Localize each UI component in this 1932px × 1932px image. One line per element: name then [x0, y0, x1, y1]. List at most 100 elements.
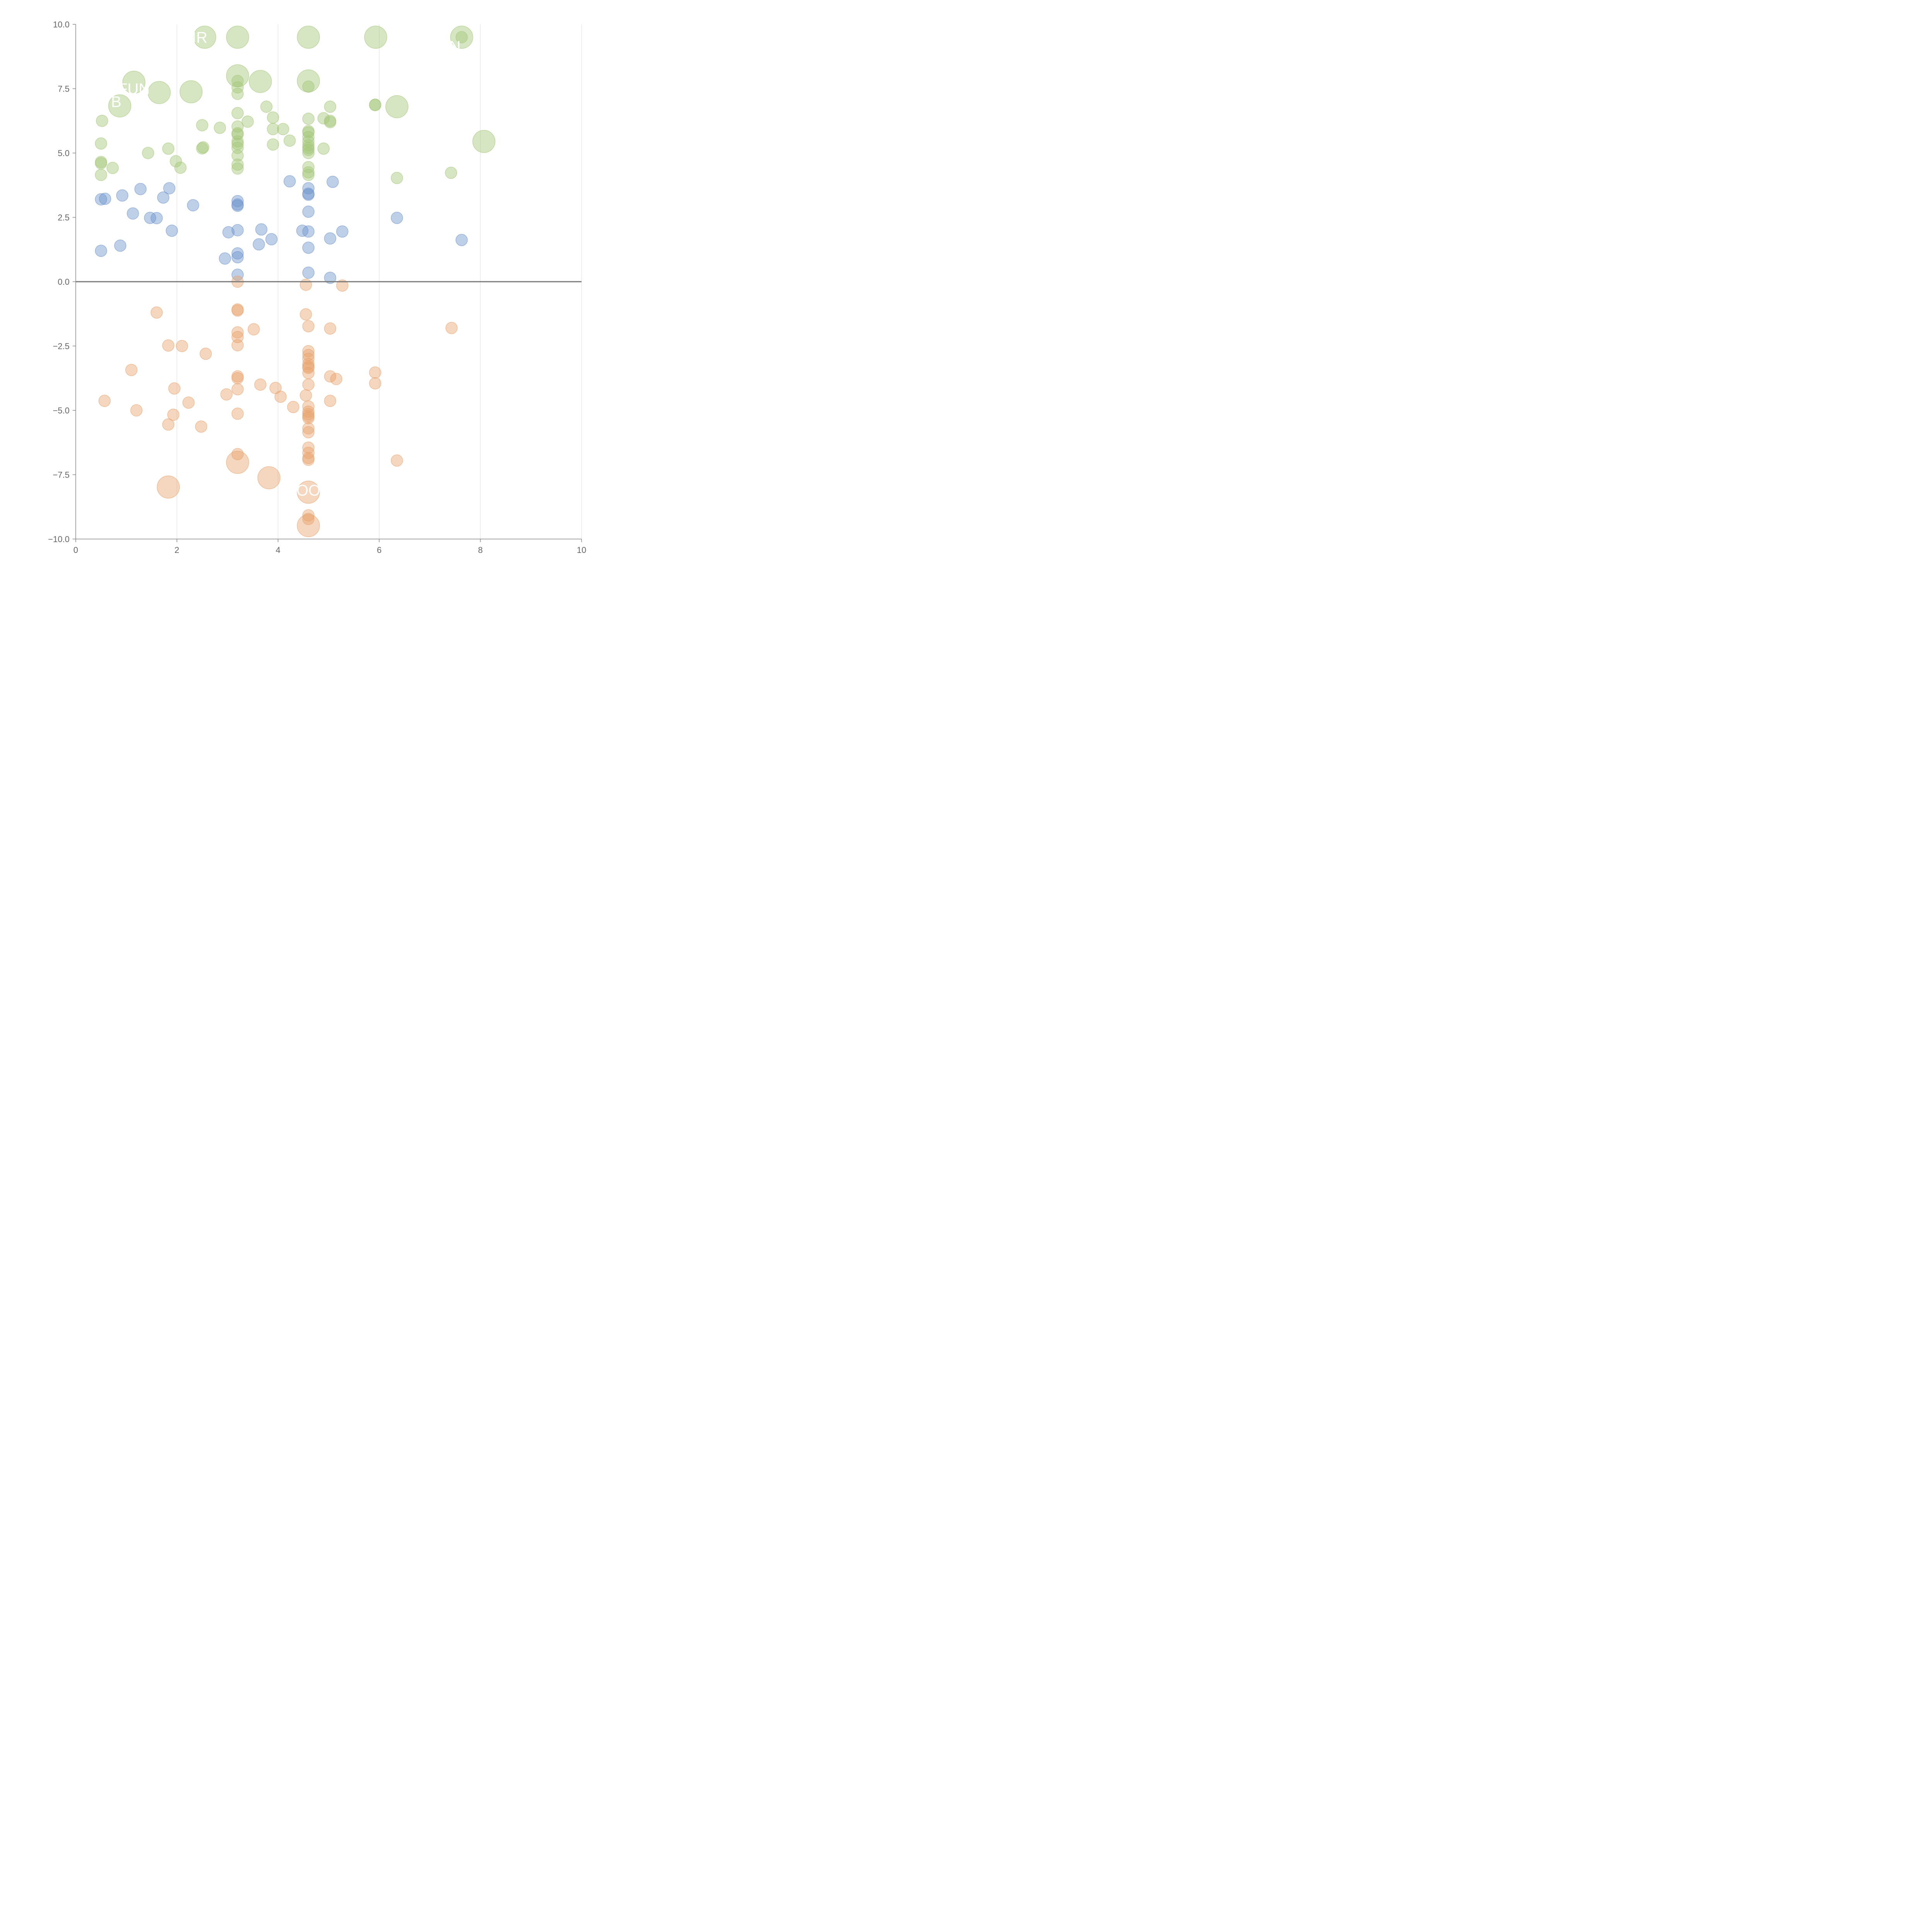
- points-layer: [95, 26, 496, 537]
- point-high-68: [369, 99, 381, 111]
- point-high-44: [260, 100, 273, 113]
- point-low-56: [302, 447, 315, 459]
- point-medium-12: [114, 240, 126, 252]
- point-high-45: [267, 111, 279, 124]
- point-high-17: [231, 88, 244, 100]
- point-low-58: [302, 454, 315, 466]
- y-tick-label-6: 5.0: [58, 148, 70, 158]
- point-low-39: [299, 389, 312, 402]
- point-low-63: [226, 451, 249, 474]
- point-high-25: [142, 147, 154, 159]
- point-low-41: [287, 401, 299, 413]
- point-low-62: [302, 513, 315, 525]
- annotation-label-2: FUN: [118, 81, 150, 98]
- scatter-chart: 0 2 4 6 8 10 −10.0 −7.5 −5.0 −2.5 0.0 2.5 5.0 7.5 10.0…: [48, 20, 586, 555]
- point-low-43: [130, 404, 143, 417]
- point-high-70: [445, 167, 457, 179]
- point-high-50: [302, 112, 315, 125]
- point-high-69: [391, 172, 403, 184]
- point-medium-24: [265, 233, 278, 245]
- point-medium-18: [231, 224, 244, 236]
- point-low-42: [324, 395, 337, 407]
- point-low-44: [167, 408, 180, 421]
- point-high-57: [302, 144, 315, 156]
- point-low-29: [254, 378, 267, 391]
- point-low-59: [231, 448, 244, 460]
- point-low-52: [302, 412, 315, 424]
- point-medium-21: [231, 269, 244, 281]
- point-medium-8: [163, 182, 175, 194]
- point-low-11: [231, 326, 244, 338]
- point-high-48: [277, 123, 289, 135]
- point-high-60: [302, 166, 315, 179]
- point-high-40: [231, 149, 244, 162]
- point-low-8: [248, 323, 260, 335]
- point-medium-7: [157, 191, 170, 204]
- y-tick-label-3: −2.5: [53, 342, 70, 351]
- point-high-4: [450, 26, 473, 49]
- point-medium-15: [231, 195, 244, 207]
- point-low-49: [302, 405, 315, 418]
- x-tick-label-4: 8: [478, 545, 483, 555]
- point-medium-3: [134, 183, 147, 195]
- point-medium-35: [324, 272, 337, 284]
- point-high-28: [174, 162, 187, 174]
- annotation-label-1: N: [449, 38, 461, 55]
- annotation-label-0: IR: [192, 29, 207, 46]
- point-low-20: [302, 358, 315, 370]
- point-low-1: [299, 279, 312, 291]
- point-high-52: [302, 126, 315, 139]
- point-low-10: [445, 322, 458, 334]
- point-high-29: [196, 119, 208, 131]
- point-low-27: [231, 372, 244, 384]
- point-medium-36: [327, 175, 339, 188]
- point-high-18: [302, 80, 315, 93]
- point-high-13: [385, 95, 408, 118]
- point-medium-10: [187, 199, 199, 211]
- annotation-label-4: OO: [296, 482, 320, 499]
- point-low-31: [324, 370, 337, 383]
- point-low-35: [98, 395, 111, 407]
- point-high-15: [231, 75, 244, 87]
- y-tick-label-1: −7.5: [53, 470, 70, 480]
- x-tick-label-1: 2: [175, 545, 179, 555]
- point-medium-2: [116, 189, 129, 202]
- point-high-6: [122, 71, 146, 94]
- point-high-5: [456, 31, 468, 44]
- point-high-0: [193, 26, 216, 49]
- point-high-2: [297, 26, 320, 49]
- point-low-65: [156, 475, 180, 499]
- point-low-14: [162, 339, 175, 352]
- point-low-66: [297, 481, 320, 504]
- point-low-28: [231, 383, 244, 396]
- point-low-45: [231, 407, 244, 420]
- y-tick-label-7: 7.5: [58, 84, 70, 94]
- point-medium-20: [231, 251, 244, 264]
- point-high-20: [95, 137, 107, 150]
- point-low-22: [302, 362, 315, 374]
- point-high-14: [472, 130, 496, 153]
- point-medium-9: [165, 224, 178, 237]
- point-low-64: [257, 466, 281, 490]
- point-high-32: [214, 121, 226, 134]
- point-high-1: [226, 26, 249, 49]
- point-high-63: [317, 142, 330, 155]
- point-medium-22: [253, 238, 265, 251]
- point-medium-11: [95, 245, 107, 257]
- point-medium-39: [456, 234, 468, 246]
- point-high-46: [267, 123, 279, 135]
- point-high-64: [324, 100, 337, 113]
- point-high-26: [162, 142, 175, 155]
- point-low-13: [231, 339, 244, 352]
- point-low-15: [176, 340, 188, 352]
- point-low-7: [302, 320, 315, 332]
- point-high-42: [231, 162, 244, 175]
- point-low-55: [302, 441, 315, 454]
- y-tick-label-5: 2.5: [58, 213, 70, 223]
- point-high-11: [249, 70, 272, 93]
- point-medium-37: [336, 225, 349, 238]
- x-tick-label-2: 4: [276, 545, 280, 555]
- x-tick-label-5: 10: [577, 545, 586, 555]
- point-low-16: [199, 347, 212, 360]
